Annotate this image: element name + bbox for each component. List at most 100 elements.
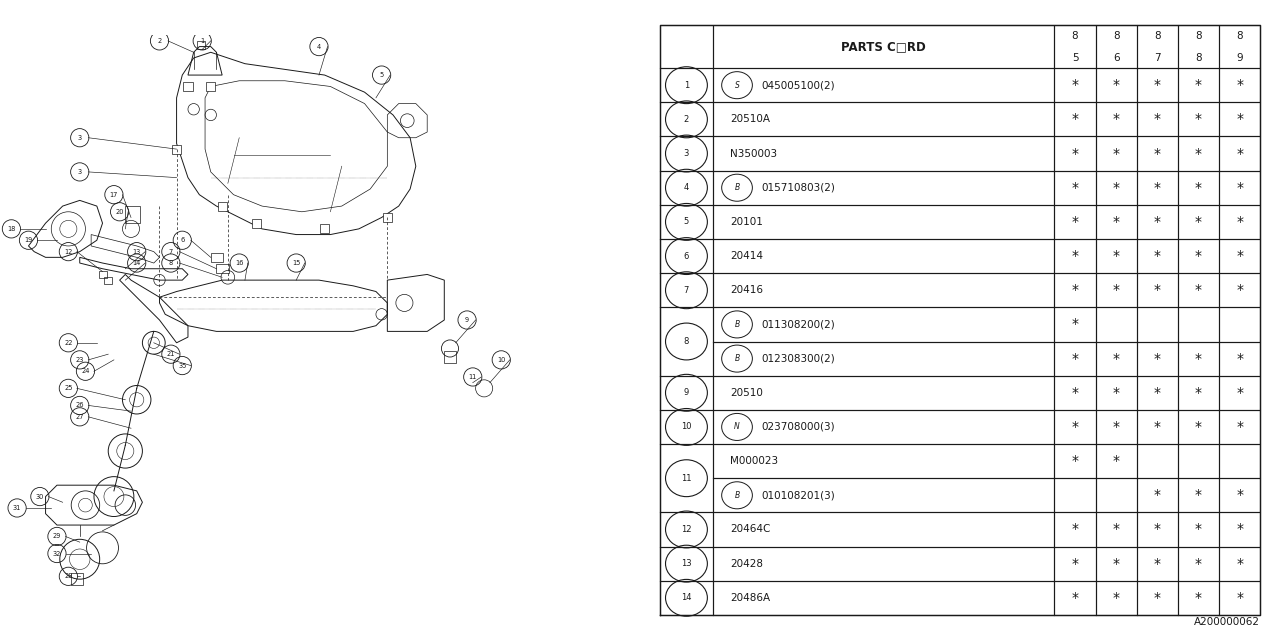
Text: 21: 21 (166, 351, 175, 357)
Text: 8: 8 (1196, 31, 1202, 40)
Text: 31: 31 (13, 505, 22, 511)
Text: *: * (1112, 180, 1120, 195)
Text: 7: 7 (169, 249, 173, 255)
Text: B: B (735, 354, 740, 363)
Bar (125, 206, 140, 223)
Bar (197, 41, 205, 49)
Text: 20101: 20101 (730, 217, 763, 227)
Text: *: * (1196, 147, 1202, 161)
Text: *: * (1153, 113, 1161, 126)
Text: 011308200(2): 011308200(2) (762, 319, 835, 330)
Text: 30: 30 (36, 493, 44, 500)
Text: *: * (1112, 557, 1120, 571)
Text: PARTS C□RD: PARTS C□RD (841, 40, 925, 53)
Text: 9: 9 (1236, 52, 1243, 63)
Text: *: * (1071, 78, 1079, 92)
Bar (383, 213, 392, 222)
Text: *: * (1153, 284, 1161, 297)
Text: 15: 15 (292, 260, 301, 266)
Text: 6: 6 (1112, 52, 1120, 63)
Bar (252, 219, 261, 228)
Text: 015710803(2): 015710803(2) (762, 182, 836, 193)
Text: 11: 11 (468, 374, 477, 380)
Text: 14: 14 (681, 593, 691, 602)
Text: *: * (1236, 147, 1243, 161)
Text: 2: 2 (684, 115, 689, 124)
Text: *: * (1196, 215, 1202, 229)
Text: 20416: 20416 (730, 285, 763, 295)
Text: *: * (1196, 557, 1202, 571)
Text: *: * (1196, 420, 1202, 434)
Text: *: * (1071, 317, 1079, 332)
Text: *: * (1196, 351, 1202, 365)
Text: *: * (1236, 215, 1243, 229)
Text: *: * (1236, 591, 1243, 605)
Text: *: * (1153, 386, 1161, 400)
Text: *: * (1153, 488, 1161, 502)
Text: *: * (1112, 284, 1120, 297)
Bar (172, 145, 182, 154)
Text: *: * (1071, 454, 1079, 468)
Text: 4: 4 (317, 44, 321, 49)
Text: *: * (1112, 420, 1120, 434)
Text: *: * (1153, 78, 1161, 92)
Text: 8: 8 (1071, 31, 1078, 40)
Text: 11: 11 (681, 474, 691, 483)
Text: *: * (1071, 113, 1079, 126)
Text: 20: 20 (115, 209, 124, 215)
Text: *: * (1153, 522, 1161, 536)
Text: 7: 7 (1155, 52, 1161, 63)
Text: B: B (735, 183, 740, 192)
Text: 1: 1 (684, 81, 689, 90)
Text: M000023: M000023 (730, 456, 778, 466)
Text: 5: 5 (1071, 52, 1078, 63)
Text: *: * (1153, 147, 1161, 161)
Text: 32: 32 (52, 550, 61, 557)
Text: *: * (1196, 284, 1202, 297)
Bar (320, 224, 329, 234)
Text: 12: 12 (681, 525, 691, 534)
Text: 045005100(2): 045005100(2) (762, 80, 835, 90)
Text: 5: 5 (684, 218, 689, 227)
Text: *: * (1071, 522, 1079, 536)
Text: *: * (1236, 249, 1243, 263)
Text: 27: 27 (76, 414, 84, 420)
Text: *: * (1112, 147, 1120, 161)
Text: *: * (1071, 147, 1079, 161)
Text: *: * (1196, 78, 1202, 92)
Text: 10: 10 (681, 422, 691, 431)
Text: B: B (735, 320, 740, 329)
Text: *: * (1153, 557, 1161, 571)
Text: 17: 17 (110, 192, 118, 198)
Text: 8: 8 (1236, 31, 1243, 40)
Text: *: * (1196, 180, 1202, 195)
Text: *: * (1236, 488, 1243, 502)
Text: *: * (1071, 420, 1079, 434)
Text: *: * (1196, 249, 1202, 263)
Text: *: * (1236, 351, 1243, 365)
Text: *: * (1153, 591, 1161, 605)
Text: 20486A: 20486A (730, 593, 771, 603)
Text: 10: 10 (497, 357, 506, 363)
Text: *: * (1112, 249, 1120, 263)
Text: *: * (1071, 249, 1079, 263)
Text: *: * (1112, 113, 1120, 126)
Bar (72, 573, 83, 585)
Text: *: * (1153, 215, 1161, 229)
Text: 3: 3 (78, 169, 82, 175)
Text: *: * (1196, 113, 1202, 126)
Text: 012308300(2): 012308300(2) (762, 353, 835, 364)
Bar (218, 202, 227, 211)
Text: *: * (1236, 386, 1243, 400)
Text: 20428: 20428 (730, 559, 763, 569)
Text: *: * (1112, 386, 1120, 400)
Text: *: * (1071, 284, 1079, 297)
Text: 8: 8 (169, 260, 173, 266)
Bar (216, 264, 229, 273)
Text: 3: 3 (78, 135, 82, 141)
Text: 6: 6 (180, 237, 184, 243)
Text: *: * (1112, 591, 1120, 605)
Text: 1: 1 (200, 38, 205, 44)
Text: 35: 35 (178, 363, 187, 369)
Text: 5: 5 (379, 72, 384, 78)
